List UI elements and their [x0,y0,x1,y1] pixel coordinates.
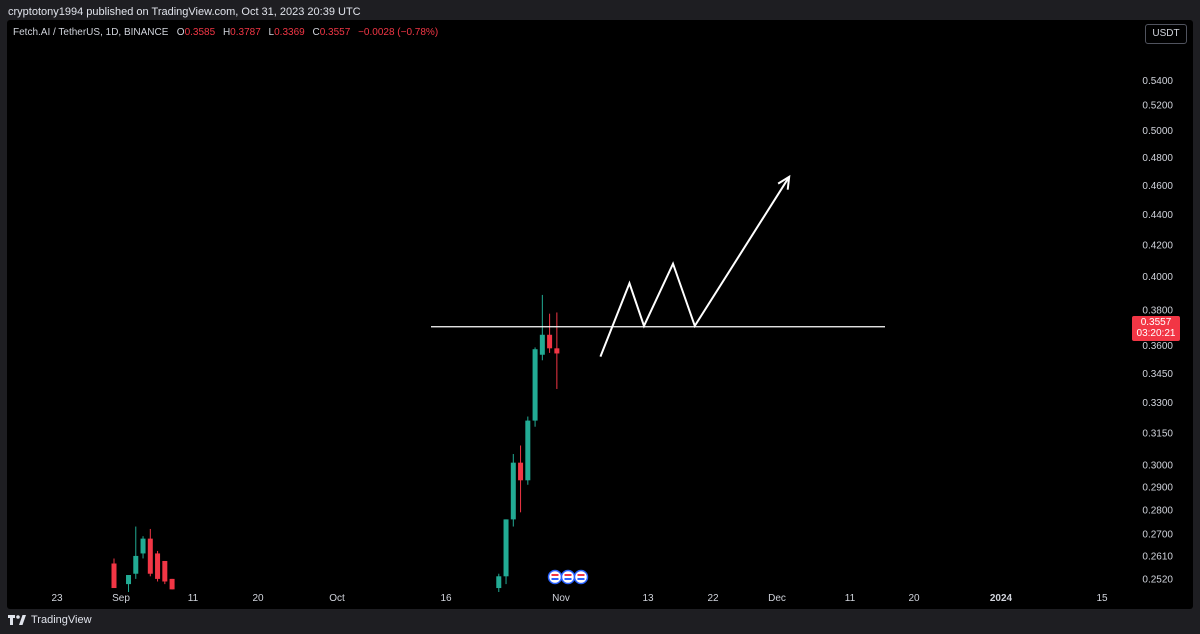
y-tick-label: 0.4800 [1142,153,1173,164]
candle-body[interactable] [539,334,545,355]
candle-body[interactable] [518,462,524,481]
projection-path[interactable] [599,176,791,357]
candle-body[interactable] [147,538,153,574]
y-tick-label: 0.3800 [1142,306,1173,317]
y-tick-label: 0.4600 [1142,181,1173,192]
price-chart[interactable]: 0.5400 0.5200 0.5000 0.4800 0.4600 0.4400 0.42… [7,20,1193,609]
event-marker-icon[interactable] [560,569,576,585]
y-tick-label: 0.4200 [1142,240,1173,251]
y-tick-label: 0.3000 [1142,460,1173,471]
candle-body[interactable] [169,578,175,590]
candle-body[interactable] [503,519,509,577]
time-axis: 23 Sep 11 20 Oct 16 Nov 13 22 Dec 11 20 2024 15 [51,593,1108,604]
x-tick-label: 11 [845,593,856,604]
projection-arrowhead [777,174,791,190]
y-tick-label: 0.2700 [1142,529,1173,540]
drawings-layer [431,174,885,357]
legend-low-value: 0.3369 [274,27,305,38]
y-tick-label: 0.3150 [1142,428,1173,439]
legend-low-label: L [268,27,275,38]
candle-body[interactable] [496,576,502,589]
header-bar: cryptotony1994 published on TradingView.… [0,0,1200,22]
candle-body[interactable] [547,334,553,349]
candle-body[interactable] [532,349,538,421]
symbol-legend: Fetch.AI / TetherUS, 1D, BINANCE O0.3585… [13,27,443,38]
x-tick-label: 2024 [990,593,1013,604]
price-axis: 0.5400 0.5200 0.5000 0.4800 0.4600 0.4400 0.42… [1142,76,1173,586]
x-tick-label: 20 [252,593,264,604]
candle-body[interactable] [162,560,168,582]
legend-symbol: Fetch.AI / TetherUS, 1D, BINANCE [13,27,169,38]
candle-body[interactable] [510,462,516,520]
candle-body[interactable] [140,538,146,554]
x-tick-label: 22 [707,593,719,604]
y-tick-label: 0.3300 [1142,398,1173,409]
x-tick-label: 23 [51,593,63,604]
footer-bar: TradingView [0,609,1200,634]
x-tick-label: Dec [768,593,786,604]
tradingview-icon [8,615,26,625]
y-tick-label: 0.2800 [1142,505,1173,516]
currency-button[interactable]: USDT [1145,24,1187,44]
bar-countdown: 03:20:21 [1136,328,1176,339]
y-tick-label: 0.3450 [1142,369,1173,380]
y-tick-label: 0.2900 [1142,483,1173,494]
candle-body[interactable] [111,563,117,589]
legend-change: −0.0028 (−0.78%) [358,27,439,38]
candle-body[interactable] [554,348,560,354]
tradingview-brand-text: TradingView [31,614,92,626]
y-tick-label: 0.4000 [1142,272,1173,283]
candle-body[interactable] [525,420,531,481]
legend-high-value: 0.3787 [230,27,261,38]
chart-pane[interactable]: 0.5400 0.5200 0.5000 0.4800 0.4600 0.4400 0.42… [7,20,1193,609]
legend-high-label: H [222,27,231,38]
candle-body[interactable] [133,555,139,574]
candle-body[interactable] [155,553,161,579]
last-price-label: 0.3557 03:20:21 [1132,316,1180,341]
last-price-value: 0.3557 [1140,317,1172,328]
tradingview-logo[interactable]: TradingView [8,614,92,626]
y-tick-label: 0.2610 [1142,551,1173,562]
y-tick-label: 0.5200 [1142,101,1173,112]
legend-open-label: O [176,27,185,38]
legend-open-value: 0.3585 [184,27,216,38]
x-tick-label: Nov [552,593,570,604]
x-tick-label: 20 [908,593,920,604]
x-tick-label: Oct [329,593,345,604]
y-tick-label: 0.2520 [1142,574,1173,585]
legend-close-value: 0.3557 [319,27,351,38]
x-tick-label: 16 [440,593,452,604]
candles-layer [111,294,589,592]
event-marker-icon[interactable] [547,569,563,585]
x-tick-label: 15 [1096,593,1108,604]
y-tick-label: 0.5400 [1142,76,1173,87]
x-tick-label: 13 [642,593,654,604]
y-tick-label: 0.5000 [1142,126,1173,137]
x-tick-label: 11 [188,593,199,604]
legend-close-label: C [312,27,320,38]
x-tick-label: Sep [112,593,130,604]
publish-info: cryptotony1994 published on TradingView.… [8,6,361,18]
candle-body[interactable] [126,575,132,585]
y-tick-label: 0.3600 [1142,341,1173,352]
y-tick-label: 0.4400 [1142,210,1173,221]
event-marker-icon[interactable] [573,569,589,585]
